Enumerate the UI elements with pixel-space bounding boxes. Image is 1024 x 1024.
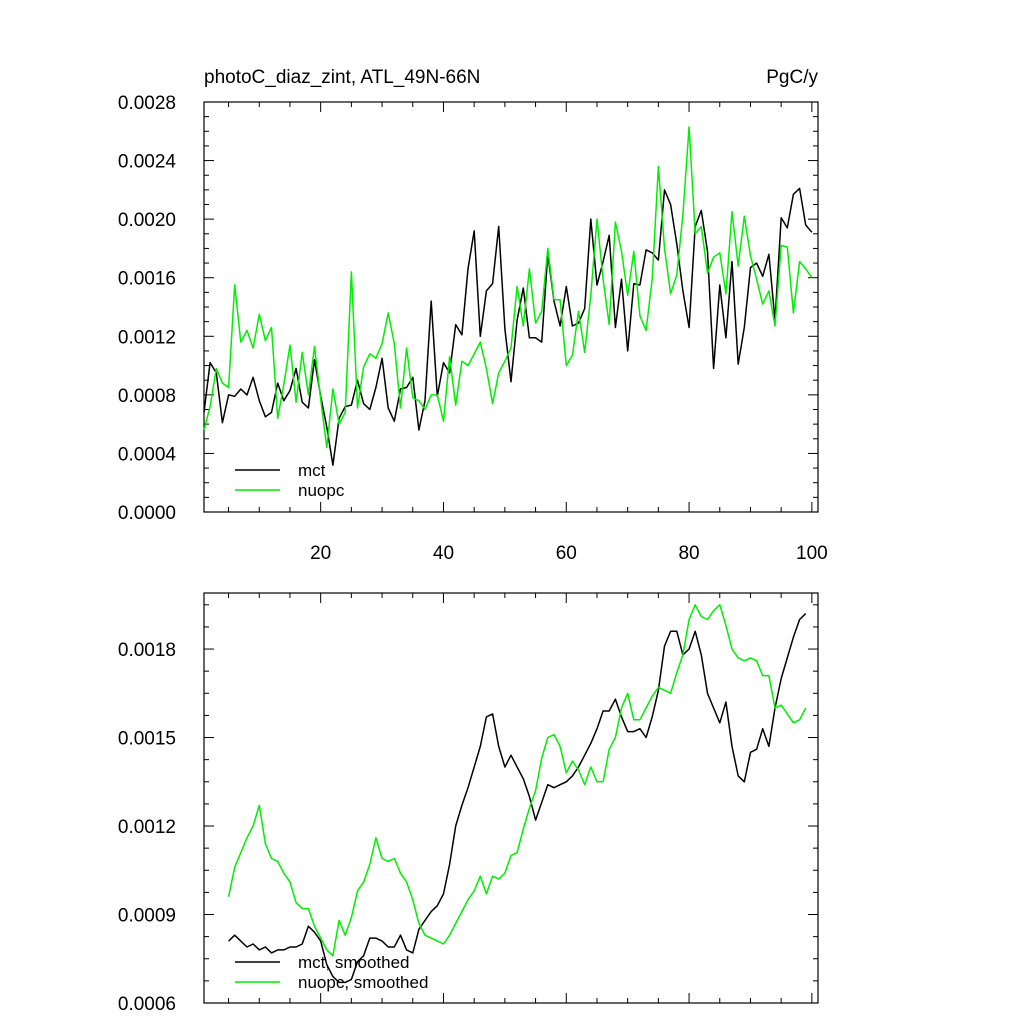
y-tick-label: 0.0009: [118, 906, 176, 927]
top-legend: mct nuopc: [235, 461, 345, 500]
bottom-series-lines: [227, 604, 807, 984]
x-tick-label: 40: [433, 543, 454, 564]
y-tick-label: 0.0006: [118, 994, 176, 1015]
y-tick-label: 0.0015: [118, 729, 176, 750]
x-tick-label: 60: [556, 543, 577, 564]
y-tick-label: 0.0000: [118, 503, 176, 524]
legend-label-mct: mct: [298, 461, 326, 480]
y-tick-label: 0.0018: [118, 640, 176, 661]
top-plot-frame: [203, 101, 819, 513]
x-tick-label: 20: [310, 543, 331, 564]
series-line-mct: [203, 187, 813, 466]
top-panel: photoC_diaz_zint, ATL_49N-66N PgC/y 0.00…: [118, 67, 828, 564]
y-tick-label: 0.0008: [118, 386, 176, 407]
y-tick-label: 0.0024: [118, 152, 177, 173]
series-line-mct-smoothed: [228, 613, 807, 984]
y-tick-label: 0.0020: [118, 210, 176, 231]
legend-label-nuopc-smoothed: nuopc, smoothed: [298, 973, 428, 992]
chart-title: photoC_diaz_zint, ATL_49N-66N: [204, 67, 480, 88]
bottom-panel: 0.0006 0.0009 0.0012 0.0015 0.0018 mct, smoo…: [118, 592, 819, 1015]
y-tick-label: 0.0028: [118, 93, 176, 114]
bottom-plot-frame: [203, 592, 819, 1004]
series-line-nuopc-smoothed: [227, 604, 807, 957]
legend-label-mct-smoothed: mct, smoothed: [298, 953, 410, 972]
bottom-y-tick-labels: 0.0006 0.0009 0.0012 0.0015 0.0018: [118, 640, 176, 1015]
y-tick-label: 0.0012: [118, 327, 176, 348]
units-label: PgC/y: [766, 67, 818, 88]
x-tick-label: 100: [796, 543, 828, 564]
top-x-tick-labels: 20 40 60 80 100: [310, 543, 828, 564]
bottom-legend: mct, smoothed nuopc, smoothed: [235, 953, 428, 992]
bottom-axis-ticks: [204, 593, 818, 1004]
top-axis-ticks: [204, 101, 818, 513]
series-line-nuopc: [203, 126, 813, 449]
y-tick-label: 0.0004: [118, 444, 177, 465]
x-tick-label: 80: [678, 543, 699, 564]
y-tick-label: 0.0016: [118, 269, 176, 290]
legend-label-nuopc: nuopc: [298, 481, 345, 500]
y-tick-label: 0.0012: [118, 817, 176, 838]
top-series-lines: [203, 126, 813, 466]
top-y-tick-labels: 0.0000 0.0004 0.0008 0.0012 0.0016 0.0020 0.00…: [118, 93, 177, 524]
